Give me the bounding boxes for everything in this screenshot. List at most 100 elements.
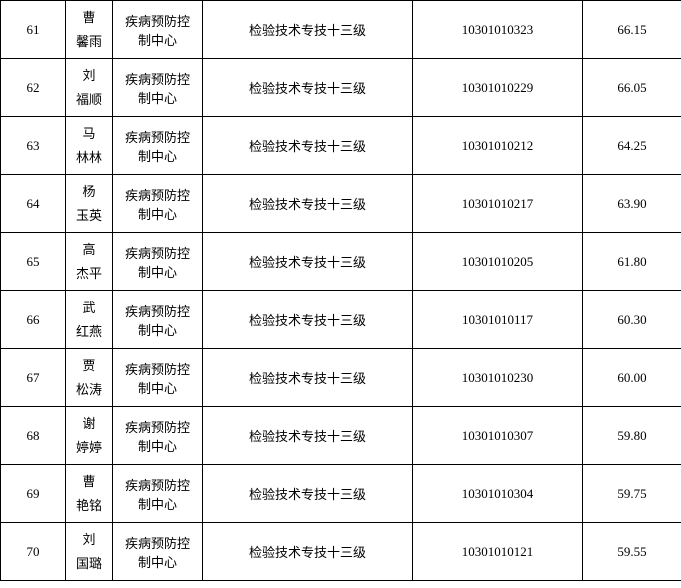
cell-name: 刘国璐 xyxy=(66,523,113,581)
cell-index: 65 xyxy=(1,233,66,291)
cell-name: 贾松涛 xyxy=(66,349,113,407)
cell-id: 10301010205 xyxy=(413,233,583,291)
cell-org: 疾病预防控制中心 xyxy=(113,465,203,523)
table-row: 65高杰平疾病预防控制中心检验技术专技十三级1030101020561.80 xyxy=(1,233,681,291)
name-line2: 红燕 xyxy=(68,320,110,343)
org-line1: 疾病预防控 xyxy=(115,185,200,204)
cell-index: 61 xyxy=(1,1,66,59)
cell-position: 检验技术专技十三级 xyxy=(203,523,413,581)
org-line2: 制中心 xyxy=(115,30,200,49)
cell-index: 69 xyxy=(1,465,66,523)
cell-name: 武红燕 xyxy=(66,291,113,349)
name-line2: 国璐 xyxy=(68,552,110,575)
cell-index: 68 xyxy=(1,407,66,465)
cell-id: 10301010304 xyxy=(413,465,583,523)
cell-name: 谢婷婷 xyxy=(66,407,113,465)
cell-score: 59.80 xyxy=(583,407,681,465)
name-line2: 福顺 xyxy=(68,88,110,111)
name-line1: 刘 xyxy=(68,528,110,551)
org-line2: 制中心 xyxy=(115,494,200,513)
cell-id: 10301010229 xyxy=(413,59,583,117)
name-line2: 松涛 xyxy=(68,378,110,401)
cell-position: 检验技术专技十三级 xyxy=(203,59,413,117)
name-line2: 艳铭 xyxy=(68,494,110,517)
cell-position: 检验技术专技十三级 xyxy=(203,349,413,407)
org-line2: 制中心 xyxy=(115,204,200,223)
cell-org: 疾病预防控制中心 xyxy=(113,1,203,59)
cell-id: 10301010212 xyxy=(413,117,583,175)
table-row: 69曹艳铭疾病预防控制中心检验技术专技十三级1030101030459.75 xyxy=(1,465,681,523)
org-line1: 疾病预防控 xyxy=(115,301,200,320)
cell-index: 70 xyxy=(1,523,66,581)
cell-score: 66.05 xyxy=(583,59,681,117)
cell-org: 疾病预防控制中心 xyxy=(113,291,203,349)
cell-name: 刘福顺 xyxy=(66,59,113,117)
org-line2: 制中心 xyxy=(115,146,200,165)
cell-score: 60.30 xyxy=(583,291,681,349)
name-line1: 马 xyxy=(68,122,110,145)
cell-position: 检验技术专技十三级 xyxy=(203,1,413,59)
org-line1: 疾病预防控 xyxy=(115,359,200,378)
cell-score: 63.90 xyxy=(583,175,681,233)
org-line1: 疾病预防控 xyxy=(115,475,200,494)
org-line2: 制中心 xyxy=(115,262,200,281)
cell-name: 曹艳铭 xyxy=(66,465,113,523)
org-line2: 制中心 xyxy=(115,378,200,397)
cell-id: 10301010323 xyxy=(413,1,583,59)
table-row: 66武红燕疾病预防控制中心检验技术专技十三级1030101011760.30 xyxy=(1,291,681,349)
org-line1: 疾病预防控 xyxy=(115,69,200,88)
table-row: 67贾松涛疾病预防控制中心检验技术专技十三级1030101023060.00 xyxy=(1,349,681,407)
name-line1: 曹 xyxy=(68,6,110,29)
org-line1: 疾病预防控 xyxy=(115,127,200,146)
name-line1: 杨 xyxy=(68,180,110,203)
cell-index: 67 xyxy=(1,349,66,407)
cell-id: 10301010217 xyxy=(413,175,583,233)
cell-position: 检验技术专技十三级 xyxy=(203,407,413,465)
cell-score: 59.75 xyxy=(583,465,681,523)
cell-name: 杨玉英 xyxy=(66,175,113,233)
cell-index: 66 xyxy=(1,291,66,349)
cell-id: 10301010307 xyxy=(413,407,583,465)
cell-id: 10301010121 xyxy=(413,523,583,581)
cell-index: 62 xyxy=(1,59,66,117)
data-table: 61曹馨雨疾病预防控制中心检验技术专技十三级1030101032366.1562… xyxy=(0,0,681,581)
name-line1: 谢 xyxy=(68,412,110,435)
name-line1: 高 xyxy=(68,238,110,261)
org-line1: 疾病预防控 xyxy=(115,243,200,262)
name-line2: 林林 xyxy=(68,146,110,169)
cell-position: 检验技术专技十三级 xyxy=(203,175,413,233)
cell-score: 64.25 xyxy=(583,117,681,175)
cell-org: 疾病预防控制中心 xyxy=(113,407,203,465)
org-line2: 制中心 xyxy=(115,320,200,339)
name-line2: 杰平 xyxy=(68,262,110,285)
cell-position: 检验技术专技十三级 xyxy=(203,117,413,175)
cell-id: 10301010230 xyxy=(413,349,583,407)
cell-position: 检验技术专技十三级 xyxy=(203,291,413,349)
org-line1: 疾病预防控 xyxy=(115,417,200,436)
name-line1: 贾 xyxy=(68,354,110,377)
cell-org: 疾病预防控制中心 xyxy=(113,175,203,233)
cell-score: 60.00 xyxy=(583,349,681,407)
org-line1: 疾病预防控 xyxy=(115,533,200,552)
org-line2: 制中心 xyxy=(115,552,200,571)
cell-position: 检验技术专技十三级 xyxy=(203,233,413,291)
table-row: 63马林林疾病预防控制中心检验技术专技十三级1030101021264.25 xyxy=(1,117,681,175)
cell-index: 63 xyxy=(1,117,66,175)
table-row: 61曹馨雨疾病预防控制中心检验技术专技十三级1030101032366.15 xyxy=(1,1,681,59)
cell-score: 66.15 xyxy=(583,1,681,59)
cell-name: 高杰平 xyxy=(66,233,113,291)
name-line2: 馨雨 xyxy=(68,30,110,53)
cell-org: 疾病预防控制中心 xyxy=(113,117,203,175)
name-line1: 曹 xyxy=(68,470,110,493)
cell-name: 曹馨雨 xyxy=(66,1,113,59)
name-line1: 刘 xyxy=(68,64,110,87)
table-row: 64杨玉英疾病预防控制中心检验技术专技十三级1030101021763.90 xyxy=(1,175,681,233)
name-line1: 武 xyxy=(68,296,110,319)
cell-org: 疾病预防控制中心 xyxy=(113,233,203,291)
cell-score: 61.80 xyxy=(583,233,681,291)
table-row: 68谢婷婷疾病预防控制中心检验技术专技十三级1030101030759.80 xyxy=(1,407,681,465)
name-line2: 玉英 xyxy=(68,204,110,227)
cell-position: 检验技术专技十三级 xyxy=(203,465,413,523)
cell-org: 疾病预防控制中心 xyxy=(113,349,203,407)
table-row: 70刘国璐疾病预防控制中心检验技术专技十三级1030101012159.55 xyxy=(1,523,681,581)
